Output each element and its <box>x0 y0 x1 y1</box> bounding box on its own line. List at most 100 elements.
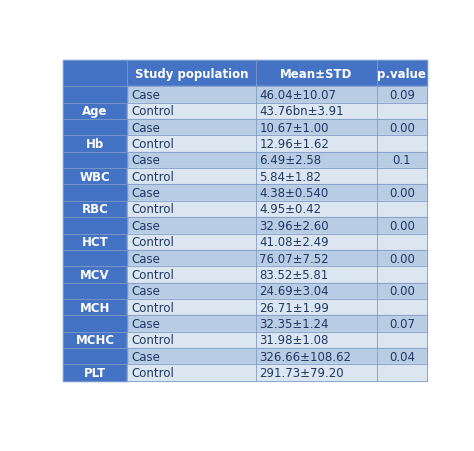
Text: Control: Control <box>131 236 174 249</box>
Bar <box>377 332 427 348</box>
Text: 76.07±7.52: 76.07±7.52 <box>259 252 329 265</box>
Text: Age: Age <box>82 105 108 118</box>
Bar <box>377 283 427 299</box>
Bar <box>127 299 256 316</box>
Bar <box>256 201 377 218</box>
Text: 4.38±0.540: 4.38±0.540 <box>259 187 328 200</box>
Bar <box>127 185 256 201</box>
Bar <box>63 283 127 316</box>
Bar <box>127 283 256 299</box>
Bar <box>127 152 256 169</box>
Bar <box>256 250 377 267</box>
Text: Control: Control <box>131 301 174 314</box>
Bar <box>63 316 127 348</box>
Text: PLT: PLT <box>84 366 106 379</box>
Bar <box>256 364 377 381</box>
Text: Control: Control <box>131 105 174 118</box>
Text: Case: Case <box>131 187 160 200</box>
Text: Mean±STD: Mean±STD <box>280 68 353 81</box>
Bar <box>63 250 127 283</box>
Text: 326.66±108.62: 326.66±108.62 <box>259 350 351 363</box>
Bar <box>377 348 427 364</box>
Bar <box>377 201 427 218</box>
Bar <box>256 316 377 332</box>
Bar <box>377 169 427 185</box>
Bar <box>127 364 256 381</box>
Text: 0.07: 0.07 <box>389 318 415 330</box>
Text: RBC: RBC <box>82 203 109 216</box>
Bar <box>377 316 427 332</box>
Text: Case: Case <box>131 318 160 330</box>
Bar <box>256 332 377 348</box>
Text: 0.00: 0.00 <box>389 252 415 265</box>
Bar <box>127 218 256 234</box>
Text: 12.96±1.62: 12.96±1.62 <box>259 138 329 151</box>
Text: Case: Case <box>131 219 160 232</box>
Bar <box>63 348 127 381</box>
Text: Control: Control <box>131 203 174 216</box>
Bar <box>127 332 256 348</box>
Text: 83.52±5.81: 83.52±5.81 <box>259 268 328 281</box>
Bar <box>127 61 256 87</box>
Text: 0.1: 0.1 <box>392 154 411 167</box>
Text: 291.73±79.20: 291.73±79.20 <box>259 366 344 379</box>
Bar <box>377 152 427 169</box>
Text: 5.84±1.82: 5.84±1.82 <box>259 170 321 184</box>
Text: 6.49±2.58: 6.49±2.58 <box>259 154 321 167</box>
Bar <box>377 136 427 152</box>
Bar <box>377 250 427 267</box>
Bar <box>127 316 256 332</box>
Bar <box>377 103 427 120</box>
Text: 24.69±3.04: 24.69±3.04 <box>259 285 329 298</box>
Bar <box>127 87 256 103</box>
Bar <box>377 185 427 201</box>
Bar <box>256 120 377 136</box>
Text: 0.09: 0.09 <box>389 89 415 102</box>
Bar <box>377 267 427 283</box>
Text: Control: Control <box>131 170 174 184</box>
Text: Case: Case <box>131 285 160 298</box>
Bar <box>377 218 427 234</box>
Bar <box>377 299 427 316</box>
Bar <box>256 218 377 234</box>
Bar <box>127 169 256 185</box>
Text: 0.00: 0.00 <box>389 121 415 134</box>
Text: 4.95±0.42: 4.95±0.42 <box>259 203 321 216</box>
Text: 46.04±10.07: 46.04±10.07 <box>259 89 337 102</box>
Text: Control: Control <box>131 366 174 379</box>
Bar <box>377 234 427 250</box>
Text: Case: Case <box>131 89 160 102</box>
Bar <box>127 267 256 283</box>
Text: 0.04: 0.04 <box>389 350 415 363</box>
Text: MCV: MCV <box>80 268 110 281</box>
Bar <box>127 120 256 136</box>
Text: WBC: WBC <box>80 170 110 184</box>
Text: MCHC: MCHC <box>75 334 115 346</box>
Text: Case: Case <box>131 121 160 134</box>
Text: HCT: HCT <box>82 236 109 249</box>
Bar <box>256 267 377 283</box>
Text: 32.35±1.24: 32.35±1.24 <box>259 318 329 330</box>
Text: Case: Case <box>131 350 160 363</box>
Bar <box>256 169 377 185</box>
Text: 10.67±1.00: 10.67±1.00 <box>259 121 329 134</box>
Text: 0.00: 0.00 <box>389 285 415 298</box>
Text: 41.08±2.49: 41.08±2.49 <box>259 236 329 249</box>
Bar <box>377 61 427 87</box>
Bar <box>63 120 127 152</box>
Bar <box>63 152 127 185</box>
Bar <box>127 250 256 267</box>
Text: Case: Case <box>131 154 160 167</box>
Bar <box>377 87 427 103</box>
Bar <box>256 61 377 87</box>
Bar <box>377 364 427 381</box>
Bar <box>256 299 377 316</box>
Bar <box>256 103 377 120</box>
Bar <box>377 120 427 136</box>
Text: Study population: Study population <box>135 68 248 81</box>
Bar <box>256 87 377 103</box>
Text: Case: Case <box>131 252 160 265</box>
Bar <box>127 136 256 152</box>
Bar <box>256 348 377 364</box>
Text: Control: Control <box>131 334 174 346</box>
